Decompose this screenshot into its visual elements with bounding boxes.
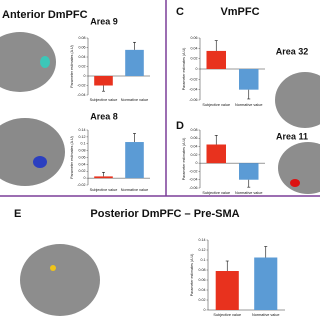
y-tick-label: 0.06: [191, 36, 198, 40]
brain-image: [278, 142, 320, 194]
x-tick-label: Normative value: [235, 191, 262, 195]
y-tick-label: 0.08: [191, 128, 198, 132]
y-tick-label: -0.02: [189, 77, 197, 81]
x-tick-label: Subjective value: [90, 98, 118, 102]
y-tick-label: 0.02: [199, 298, 206, 302]
y-tick-label: 0.04: [191, 145, 198, 149]
x-tick-label: Normative value: [252, 313, 279, 317]
bar: [254, 257, 278, 310]
y-tick-label: 0.04: [191, 46, 198, 50]
x-tick-label: Normative value: [235, 103, 262, 107]
y-axis-label: Parameter estimates (A.U): [70, 136, 74, 179]
x-tick-label: Normative value: [121, 98, 148, 102]
y-tick-label: 0.04: [79, 162, 86, 166]
y-tick-label: 0.08: [199, 268, 206, 272]
y-axis-label: Parameter estimates (A.U): [190, 254, 194, 297]
panel-letter: E: [14, 208, 21, 220]
y-tick-label: 0.1: [201, 258, 206, 262]
panel-title: Posterior DmPFC – Pre-SMA: [90, 208, 239, 220]
x-tick-label: Subjective value: [202, 103, 230, 107]
brain-image: [0, 32, 56, 92]
chart-title: Area 32: [276, 46, 309, 56]
x-tick-label: Subjective value: [213, 313, 241, 317]
y-tick-label: 0.06: [191, 136, 198, 140]
y-axis-label: Parameter estimates (A.U): [182, 48, 186, 91]
bar: [215, 271, 239, 310]
y-tick-label: 0.02: [191, 57, 198, 61]
y-tick-label: 0.06: [79, 155, 86, 159]
panel-title: Anterior DmPFC: [2, 9, 88, 21]
y-tick-label: 0: [196, 67, 198, 71]
y-tick-label: 0.12: [199, 248, 206, 252]
y-tick-label: 0: [196, 161, 198, 165]
panel-letter: C: [176, 6, 184, 18]
brain-image: [0, 118, 65, 186]
y-tick-label: 0.08: [79, 149, 86, 153]
bar: [94, 176, 113, 179]
y-tick-label: 0.12: [79, 135, 86, 139]
roi: [50, 265, 56, 271]
bar: [239, 69, 259, 90]
roi: [33, 156, 47, 168]
y-tick-label: -0.06: [189, 186, 197, 190]
bar: [125, 49, 144, 76]
bar: [125, 142, 144, 179]
bar: [206, 50, 226, 69]
roi: [40, 56, 50, 68]
y-tick-label: 0.04: [199, 288, 206, 292]
y-tick-label: 0.06: [199, 278, 206, 282]
bar: [239, 163, 259, 180]
chart-title: Area 9: [90, 16, 118, 26]
x-tick-label: Subjective value: [202, 191, 230, 195]
x-tick-label: Normative value: [121, 188, 148, 192]
panel-letter: D: [176, 120, 184, 132]
bar: [206, 144, 226, 164]
y-tick-label: 0.02: [191, 153, 198, 157]
panel-title: VmPFC: [220, 6, 259, 18]
brain-image: [20, 244, 100, 316]
y-tick-label: 0.08: [79, 36, 86, 40]
y-tick-label: 0: [84, 176, 86, 180]
y-tick-label: 0.02: [79, 169, 86, 173]
y-tick-label: 0.06: [79, 45, 86, 49]
y-tick-label: 0: [204, 308, 206, 312]
y-tick-label: -0.04: [77, 93, 85, 97]
roi: [290, 179, 300, 187]
y-tick-label: -0.02: [77, 183, 85, 187]
y-tick-label: -0.02: [189, 169, 197, 173]
y-tick-label: 0.1: [81, 142, 86, 146]
y-tick-label: 0.14: [199, 238, 206, 242]
x-tick-label: Subjective value: [90, 188, 118, 192]
y-tick-label: 0.14: [79, 128, 86, 132]
chart-title: Area 8: [90, 111, 118, 121]
chart-title: Area 11: [276, 131, 308, 141]
bar: [94, 76, 113, 86]
y-tick-label: -0.04: [189, 88, 197, 92]
y-axis-label: Parameter estimates (A.U): [182, 138, 186, 181]
y-axis-label: Parameter estimates (A.U): [70, 45, 74, 88]
y-tick-label: 0.04: [79, 55, 86, 59]
y-tick-label: -0.02: [77, 83, 85, 87]
y-tick-label: -0.04: [189, 178, 197, 182]
y-tick-label: -0.06: [189, 98, 197, 102]
y-tick-label: 0.02: [79, 64, 86, 68]
brain-image: [275, 72, 320, 128]
y-tick-label: 0: [84, 74, 86, 78]
